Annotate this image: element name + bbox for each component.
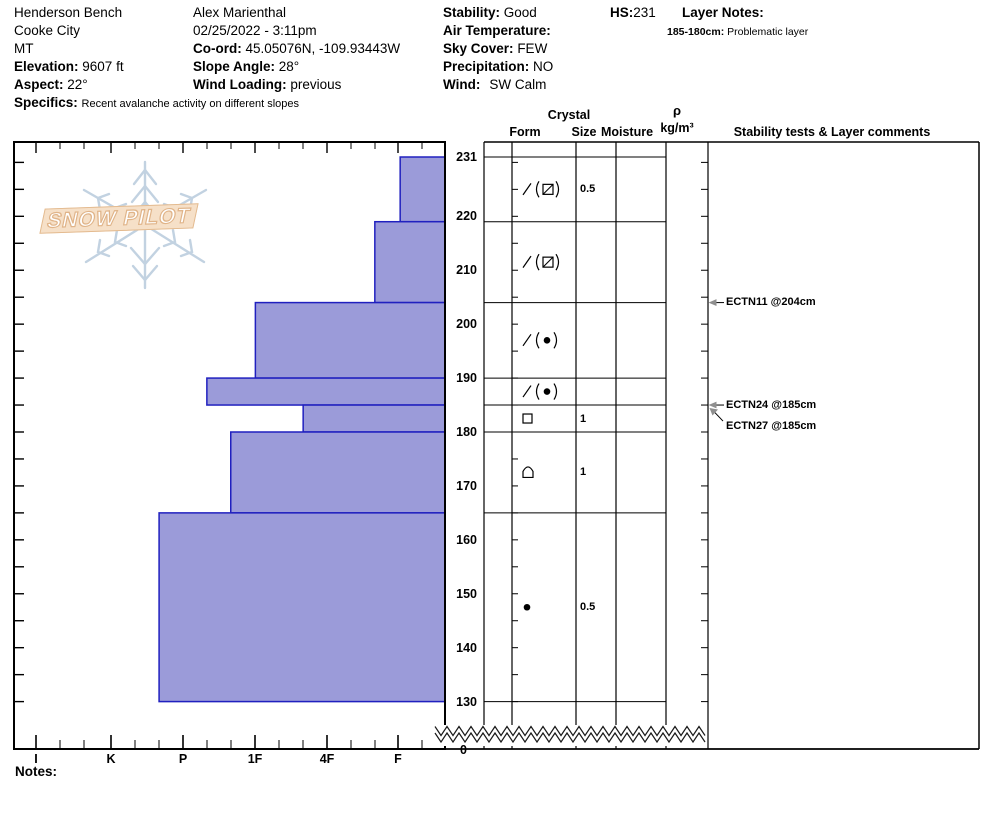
stability-row: Stability: Good — [443, 5, 537, 20]
coord-row: Co-ord: 45.05076N, -109.93443W — [193, 41, 401, 56]
site-name: Henderson Bench — [14, 5, 123, 20]
crystal-form-icon — [535, 332, 540, 349]
notes-heading: Notes: — [15, 764, 58, 779]
wind-row: Wind: SW Calm — [443, 77, 547, 92]
crystal-form-icon — [542, 256, 554, 268]
header-conditions-block: Stability: Good Air Temperature: Sky Cov… — [443, 4, 553, 94]
air-temp-row: Air Temperature: — [443, 23, 551, 38]
header-site-block: Henderson Bench Cooke City MT Elevation:… — [14, 4, 299, 113]
precipitation-row: Precipitation: NO — [443, 59, 554, 74]
hardness-layer-bar — [302, 404, 446, 433]
layer-note: 185-180cm: Problematic layer — [667, 26, 809, 38]
header-observer-block: Alex Marienthal 02/25/2022 - 3:11pm Co-o… — [193, 4, 400, 94]
crystal-form-icon — [522, 385, 532, 398]
slope-angle-row: Slope Angle: 28° — [193, 59, 300, 74]
crystal-form-icon — [535, 181, 540, 198]
hardness-layer-bar — [158, 512, 446, 703]
crystal-form-icon — [553, 383, 558, 400]
test-arrow-head — [708, 401, 717, 409]
specifics-row: Specifics: Recent avalanche activity on … — [14, 95, 300, 110]
hardness-layer-bar — [254, 301, 446, 379]
aspect-row: Aspect: 22° — [14, 77, 88, 92]
hs-total-depth: HS:231 — [610, 5, 656, 20]
sky-cover-row: Sky Cover: FEW — [443, 41, 548, 56]
test-arrow-head — [709, 408, 718, 416]
crystal-form-icon — [522, 413, 533, 424]
crystal-form-icon — [555, 253, 560, 271]
hardness-layer-bar — [230, 431, 446, 514]
crystal-form-icon — [542, 183, 554, 195]
scale-break-mask — [433, 725, 707, 746]
layer-notes-heading: Layer Notes: — [682, 5, 764, 20]
crystal-form-icon — [543, 337, 551, 344]
crystal-form-icon — [522, 466, 534, 479]
hardness-layer-bar — [206, 377, 446, 406]
crystal-form-icon — [555, 181, 560, 198]
snowpilot-logo: SNOW PILOT — [39, 148, 252, 316]
hardness-layer-bar — [374, 220, 446, 304]
crystal-form-icon — [522, 255, 532, 268]
elevation-row: Elevation: 9607 ft — [14, 59, 124, 74]
crystal-form-icon — [522, 333, 532, 347]
wind-loading-row: Wind Loading: previous — [193, 77, 342, 92]
crystal-form-icon — [553, 332, 558, 349]
crystal-form-icon — [535, 383, 540, 400]
crystal-form-icon — [535, 253, 540, 271]
crystal-form-icon — [543, 388, 551, 395]
scale-break-zigzag — [434, 725, 706, 737]
pit-datetime: 02/25/2022 - 3:11pm — [193, 23, 317, 38]
hardness-layer-bar — [399, 156, 446, 223]
test-arrow-head — [708, 299, 717, 306]
crystal-form-icon — [542, 256, 554, 268]
crystal-form-icon — [542, 183, 554, 195]
observer-name: Alex Marienthal — [193, 5, 287, 20]
scale-break-zigzag — [434, 731, 706, 744]
crystal-form-icon — [522, 183, 532, 196]
site-state: MT — [14, 41, 34, 56]
site-locale: Cooke City — [14, 23, 81, 38]
crystal-form-icon — [523, 603, 531, 611]
